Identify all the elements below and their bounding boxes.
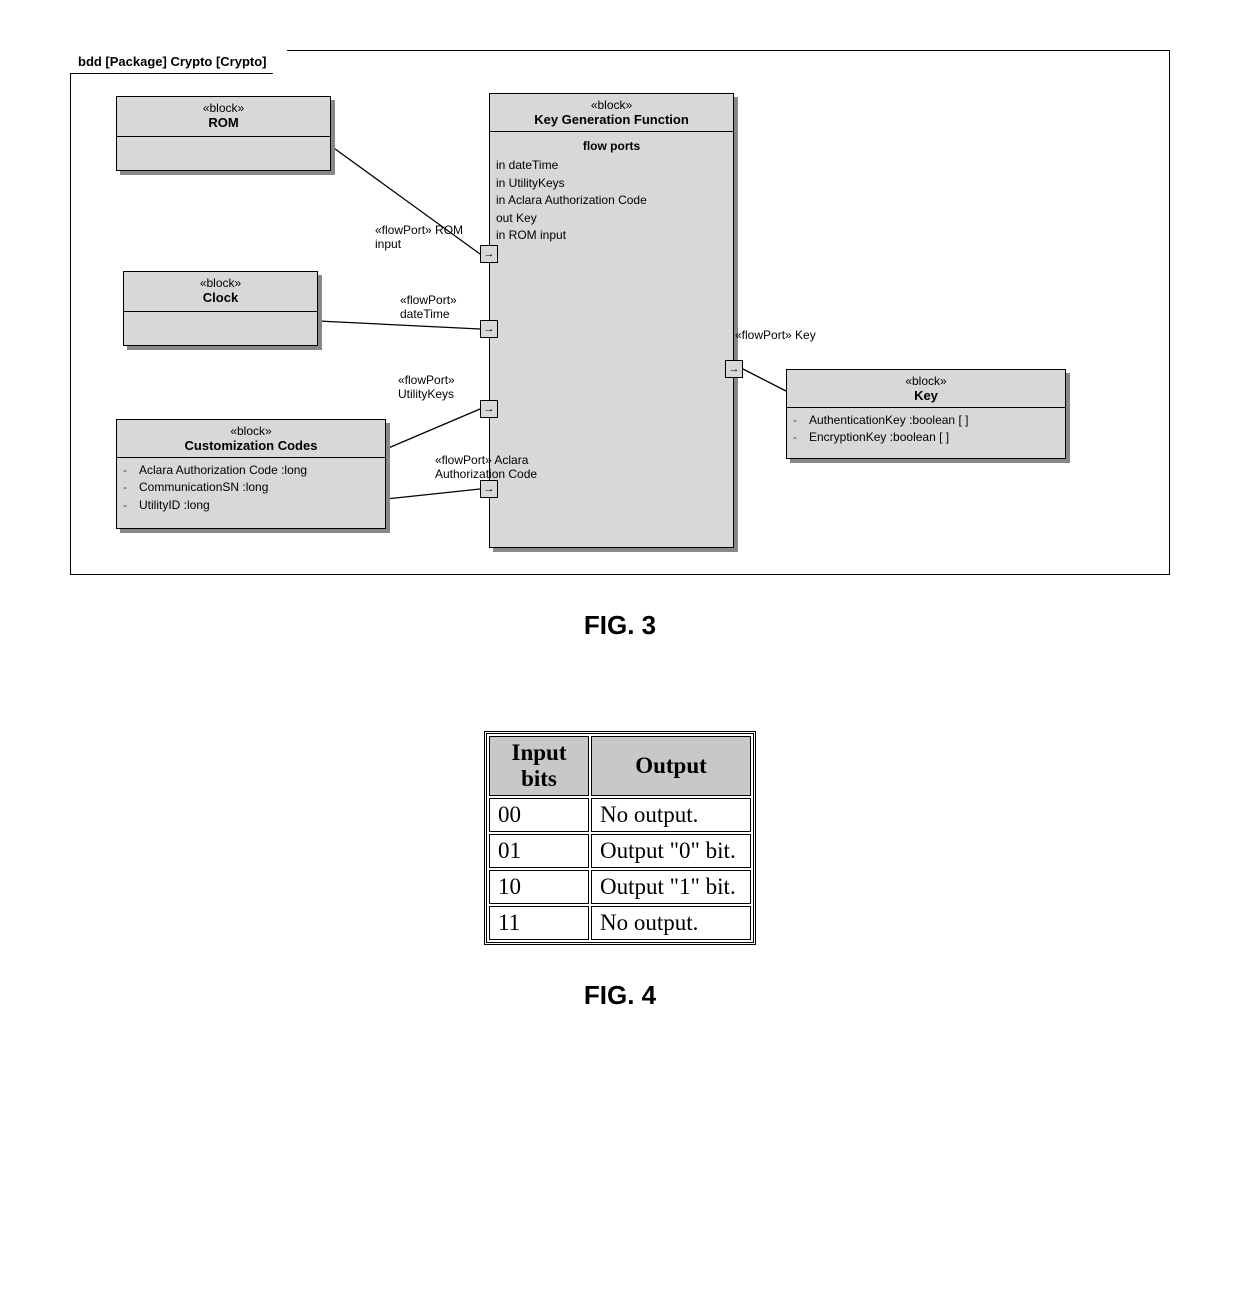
block-header: «block»Key xyxy=(787,370,1065,408)
block-key: «block»Key-AuthenticationKey :boolean [ … xyxy=(786,369,1066,459)
flowport-icon: → xyxy=(480,400,498,418)
connector-line xyxy=(318,321,480,329)
attribute-text: CommunicationSN :long xyxy=(139,479,268,496)
table-row: 01Output "0" bit. xyxy=(489,834,751,868)
block-body: -Aclara Authorization Code :long-Communi… xyxy=(117,458,385,518)
flowport-entry: in Aclara Authorization Code xyxy=(496,192,727,209)
visibility-marker: - xyxy=(793,429,803,446)
visibility-marker: - xyxy=(123,462,133,479)
flowport-icon: → xyxy=(725,360,743,378)
connector-line xyxy=(743,369,786,391)
block-clock: «block»Clock xyxy=(123,271,318,346)
block-name: Key xyxy=(793,388,1059,403)
flowport-label: «flowPort» Key xyxy=(735,329,816,343)
flowport-entry: in dateTime xyxy=(496,157,727,174)
flowport-label: «flowPort» UtilityKeys xyxy=(398,374,455,402)
table-header-cell: Input bits xyxy=(489,736,589,796)
output-cell: No output. xyxy=(591,906,751,940)
stereotype-label: «block» xyxy=(123,424,379,438)
attribute-row: -CommunicationSN :long xyxy=(123,479,379,496)
block-body: flow portsin dateTimein UtilityKeysin Ac… xyxy=(490,132,733,248)
input-bits-cell: 10 xyxy=(489,870,589,904)
block-header: «block»Key Generation Function xyxy=(490,94,733,132)
block-body xyxy=(117,137,330,145)
table-row: 00No output. xyxy=(489,798,751,832)
connector-line xyxy=(386,489,480,499)
block-rom: «block»ROM xyxy=(116,96,331,171)
table-row: 10Output "1" bit. xyxy=(489,870,751,904)
attribute-text: AuthenticationKey :boolean [ ] xyxy=(809,412,968,429)
block-name: Customization Codes xyxy=(123,438,379,453)
flowport-label: «flowPort» ROM input xyxy=(375,224,463,252)
table-header-row: Input bitsOutput xyxy=(489,736,751,796)
flowport-entry: in UtilityKeys xyxy=(496,175,727,192)
input-bits-cell: 00 xyxy=(489,798,589,832)
block-name: Clock xyxy=(130,290,311,305)
block-name: Key Generation Function xyxy=(496,112,727,127)
attribute-row: -AuthenticationKey :boolean [ ] xyxy=(793,412,1059,429)
visibility-marker: - xyxy=(123,479,133,496)
flowport-label: «flowPort» dateTime xyxy=(400,294,457,322)
stereotype-label: «block» xyxy=(130,276,311,290)
block-header: «block»ROM xyxy=(117,97,330,137)
section-title: flow ports xyxy=(496,136,727,157)
block-name: ROM xyxy=(123,115,324,130)
diagram-canvas: «block»ROM«block»Clock«block»Customizati… xyxy=(71,51,1169,574)
block-header: «block»Clock xyxy=(124,272,317,312)
visibility-marker: - xyxy=(123,497,133,514)
attribute-row: -EncryptionKey :boolean [ ] xyxy=(793,429,1059,446)
bdd-frame: bdd [Package] Crypto [Crypto] «block»ROM… xyxy=(70,50,1170,575)
flowport-label: «flowPort» Aclara Authorization Code xyxy=(435,454,537,482)
input-bits-cell: 11 xyxy=(489,906,589,940)
fig3-caption: FIG. 3 xyxy=(70,610,1170,641)
visibility-marker: - xyxy=(793,412,803,429)
flowport-icon: → xyxy=(480,320,498,338)
table-header-cell: Output xyxy=(591,736,751,796)
block-body xyxy=(124,312,317,320)
table-row: 11No output. xyxy=(489,906,751,940)
attribute-text: EncryptionKey :boolean [ ] xyxy=(809,429,949,446)
block-custom: «block»Customization Codes-Aclara Author… xyxy=(116,419,386,529)
fig4-caption: FIG. 4 xyxy=(70,980,1170,1011)
flowport-icon: → xyxy=(480,245,498,263)
input-bits-cell: 01 xyxy=(489,834,589,868)
block-body: -AuthenticationKey :boolean [ ]-Encrypti… xyxy=(787,408,1065,451)
stereotype-label: «block» xyxy=(496,98,727,112)
flowport-entry: in ROM input xyxy=(496,227,727,244)
connector-line xyxy=(386,409,480,449)
output-cell: Output "0" bit. xyxy=(591,834,751,868)
attribute-text: Aclara Authorization Code :long xyxy=(139,462,307,479)
lookup-table: Input bitsOutput00No output.01Output "0"… xyxy=(484,731,756,945)
stereotype-label: «block» xyxy=(123,101,324,115)
attribute-text: UtilityID :long xyxy=(139,497,210,514)
flowport-icon: → xyxy=(480,480,498,498)
flowport-entry: out Key xyxy=(496,210,727,227)
stereotype-label: «block» xyxy=(793,374,1059,388)
attribute-row: -Aclara Authorization Code :long xyxy=(123,462,379,479)
attribute-row: -UtilityID :long xyxy=(123,497,379,514)
output-cell: Output "1" bit. xyxy=(591,870,751,904)
block-header: «block»Customization Codes xyxy=(117,420,385,458)
output-cell: No output. xyxy=(591,798,751,832)
